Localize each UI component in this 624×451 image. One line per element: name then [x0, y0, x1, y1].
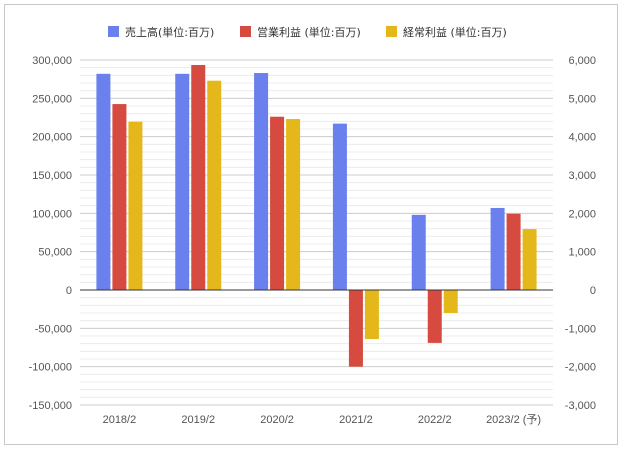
legend-swatch-2 — [240, 26, 251, 37]
bar-1-2020/2 — [254, 73, 269, 291]
x-tick-label: 2021/2 — [339, 414, 373, 426]
right-tick-label: -2,000 — [565, 362, 596, 374]
left-tick-label: -150,000 — [29, 400, 72, 412]
x-tick-label: 2023/2 (予) — [486, 413, 541, 426]
right-tick-label: 4,000 — [568, 132, 596, 144]
legend-label-2: 営業利益 (単位:百万) — [257, 25, 361, 39]
bar-2-2021/2 — [348, 290, 363, 367]
right-tick-label: 3,000 — [568, 170, 596, 182]
right-tick-label: -3,000 — [565, 400, 596, 412]
left-tick-label: 0 — [66, 285, 72, 297]
left-tick-label: 200,000 — [32, 132, 72, 144]
right-tick-label: 1,000 — [568, 247, 596, 259]
legend-swatch-3 — [386, 26, 397, 37]
x-tick-label: 2022/2 — [418, 414, 452, 426]
bar-1-2019/2 — [175, 73, 190, 290]
x-tick-label: 2020/2 — [260, 414, 294, 426]
left-tick-label: -50,000 — [35, 323, 72, 335]
right-tick-label: -1,000 — [565, 323, 596, 335]
right-tick-label: 5,000 — [568, 93, 596, 105]
bar-1-2023/2 (予) — [490, 207, 505, 290]
bar-3-2023/2 (予) — [522, 229, 537, 290]
bar-3-2019/2 — [207, 80, 222, 290]
bar-1-2021/2 — [332, 123, 347, 290]
bar-2-2022/2 — [427, 290, 442, 343]
bar-3-2020/2 — [286, 119, 301, 291]
left-axis-ticks: 300,000 250,000 200,000 150,000 100,000 50,00… — [29, 55, 72, 412]
bar-1-2022/2 — [411, 214, 426, 290]
left-tick-label: 50,000 — [38, 247, 72, 259]
x-tick-label: 2018/2 — [103, 414, 137, 426]
bar-2-2020/2 — [270, 116, 285, 290]
right-tick-label: 6,000 — [568, 55, 596, 67]
right-axis-ticks: 6,000 5,000 4,000 3,000 2,000 1,000 0 -1,000 -2,… — [565, 55, 596, 412]
left-tick-label: 100,000 — [32, 208, 72, 220]
legend-label-1: 売上高(単位:百万) — [125, 25, 214, 39]
left-tick-label: -100,000 — [29, 362, 72, 374]
bar-2-2019/2 — [191, 64, 206, 290]
bar-2-2023/2 (予) — [506, 213, 521, 290]
legend: 売上高(単位:百万) 営業利益 (単位:百万) 経常利益 (単位:百万) — [108, 25, 507, 39]
bar-2-2018/2 — [112, 104, 127, 290]
right-tick-label: 2,000 — [568, 208, 596, 220]
left-tick-label: 250,000 — [32, 93, 72, 105]
left-tick-label: 150,000 — [32, 170, 72, 182]
gridlines — [80, 59, 553, 406]
bars — [96, 64, 537, 367]
x-tick-label: 2019/2 — [181, 414, 215, 426]
bar-3-2022/2 — [443, 290, 458, 313]
legend-swatch-1 — [108, 26, 119, 37]
right-tick-label: 0 — [590, 285, 596, 297]
bar-3-2018/2 — [128, 121, 143, 290]
x-axis-ticks: 2018/2 2019/2 2020/2 2021/2 2022/2 2023/2 (予) — [103, 413, 542, 426]
legend-label-3: 経常利益 (単位:百万) — [403, 25, 507, 39]
left-tick-label: 300,000 — [32, 55, 72, 67]
bar-1-2018/2 — [96, 73, 111, 290]
bar-3-2021/2 — [364, 290, 379, 340]
